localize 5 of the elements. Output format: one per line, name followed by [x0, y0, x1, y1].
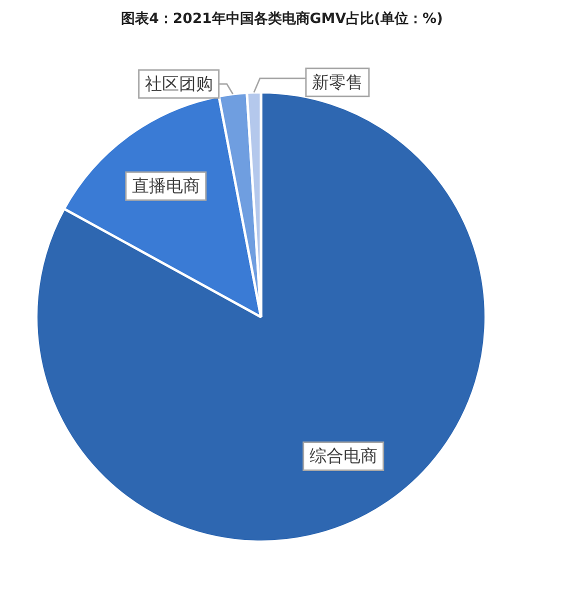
chart-title: 图表4：2021年中国各类电商GMV占比(单位：%) [120, 10, 444, 28]
slice-label: 直播电商 [132, 176, 200, 197]
slice-label: 综合电商 [309, 446, 378, 467]
slice-label: 新零售 [312, 72, 363, 93]
slice-label: 社区团购 [144, 74, 213, 94]
